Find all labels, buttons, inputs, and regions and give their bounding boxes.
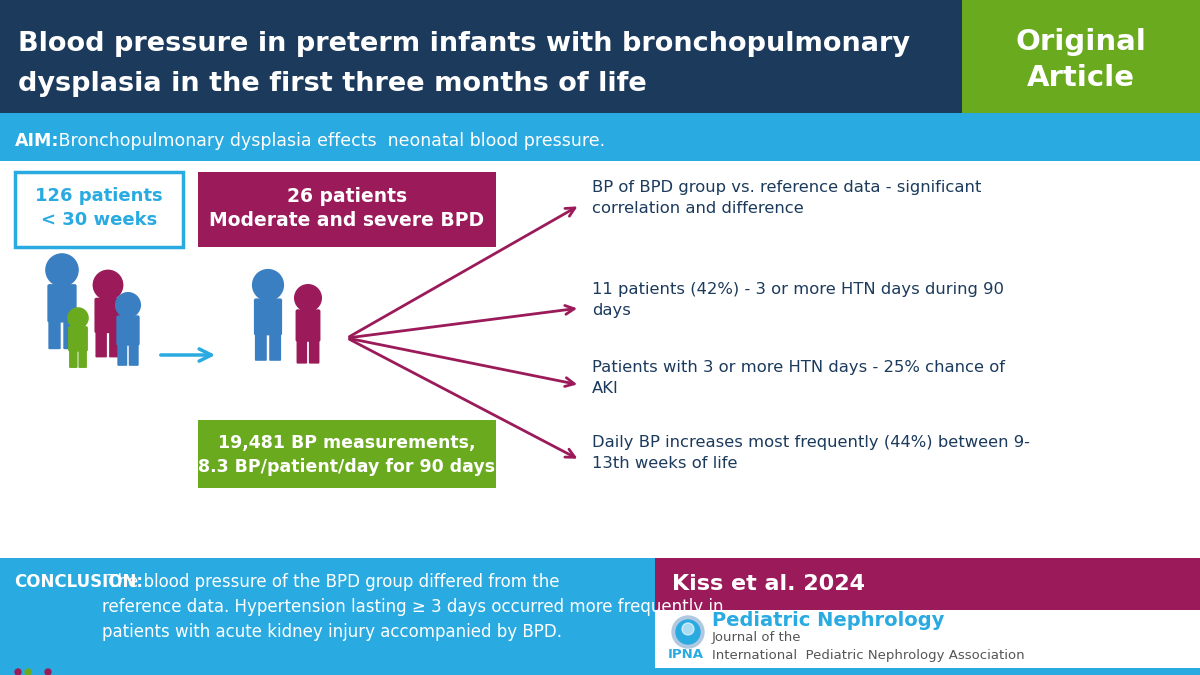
Text: Article: Article (1027, 64, 1135, 92)
Bar (0, 161, 1200, 558)
FancyBboxPatch shape (95, 298, 121, 333)
Bar (0, 113, 1200, 121)
FancyBboxPatch shape (296, 341, 307, 364)
FancyBboxPatch shape (96, 332, 107, 357)
Text: Bronchopulmonary dysplasia effects  neonatal blood pressure.: Bronchopulmonary dysplasia effects neona… (53, 132, 605, 150)
Circle shape (46, 669, 50, 675)
Text: CONCLUSION:: CONCLUSION: (14, 573, 143, 591)
FancyBboxPatch shape (254, 335, 266, 361)
Text: IPNA: IPNA (668, 649, 704, 662)
FancyBboxPatch shape (48, 322, 61, 349)
Bar (0, 668, 1200, 675)
FancyBboxPatch shape (78, 350, 86, 368)
Text: Pediatric Nephrology: Pediatric Nephrology (712, 612, 944, 630)
FancyBboxPatch shape (109, 332, 120, 357)
Circle shape (35, 669, 41, 675)
Circle shape (94, 270, 122, 300)
FancyBboxPatch shape (269, 335, 281, 361)
Circle shape (676, 620, 700, 644)
Text: < 30 weeks: < 30 weeks (41, 211, 157, 229)
Text: The blood pressure of the BPD group differed from the
reference data. Hypertensi: The blood pressure of the BPD group diff… (102, 573, 724, 641)
Text: 19,481 BP measurements,: 19,481 BP measurements, (218, 434, 475, 452)
Circle shape (68, 308, 88, 328)
Bar (655, 558, 1200, 610)
FancyBboxPatch shape (254, 298, 282, 335)
FancyBboxPatch shape (47, 284, 77, 323)
Text: 26 patients: 26 patients (287, 186, 407, 205)
Bar (655, 610, 1200, 670)
Text: Journal of the: Journal of the (712, 632, 802, 645)
Circle shape (682, 623, 694, 635)
Text: dysplasia in the first three months of life: dysplasia in the first three months of l… (18, 71, 647, 97)
Circle shape (14, 669, 22, 675)
Text: 8.3 BP/patient/day for 90 days: 8.3 BP/patient/day for 90 days (198, 458, 496, 476)
Circle shape (46, 254, 78, 286)
Circle shape (672, 616, 704, 648)
Bar (0, 558, 655, 670)
Circle shape (5, 669, 11, 675)
Bar (962, 0, 1200, 115)
FancyBboxPatch shape (295, 309, 320, 342)
FancyBboxPatch shape (70, 350, 78, 368)
Circle shape (115, 293, 140, 317)
Text: Patients with 3 or more HTN days - 25% chance of
AKI: Patients with 3 or more HTN days - 25% c… (592, 360, 1006, 396)
FancyBboxPatch shape (116, 315, 139, 346)
Text: BP of BPD group vs. reference data - significant
correlation and difference: BP of BPD group vs. reference data - sig… (592, 180, 982, 216)
FancyBboxPatch shape (118, 344, 127, 366)
Text: 126 patients: 126 patients (35, 187, 163, 205)
Bar (198, 172, 496, 247)
Text: Daily BP increases most frequently (44%) between 9-
13th weeks of life: Daily BP increases most frequently (44%)… (592, 435, 1030, 470)
Text: 11 patients (42%) - 3 or more HTN days during 90
days: 11 patients (42%) - 3 or more HTN days d… (592, 282, 1004, 318)
Text: AIM:: AIM: (14, 132, 60, 150)
Bar (0, 0, 1200, 115)
FancyBboxPatch shape (128, 344, 139, 366)
Text: International  Pediatric Nephrology Association: International Pediatric Nephrology Assoc… (712, 649, 1025, 662)
Bar (14, 172, 182, 247)
FancyBboxPatch shape (308, 341, 319, 364)
Text: Blood pressure in preterm infants with bronchopulmonary: Blood pressure in preterm infants with b… (18, 31, 910, 57)
Circle shape (25, 669, 31, 675)
Bar (0, 121, 1200, 161)
Text: Kiss et al. 2024: Kiss et al. 2024 (672, 574, 865, 594)
FancyBboxPatch shape (64, 322, 76, 349)
Circle shape (295, 285, 322, 311)
Text: Moderate and severe BPD: Moderate and severe BPD (210, 211, 485, 230)
Text: Original: Original (1015, 28, 1146, 56)
FancyBboxPatch shape (68, 326, 88, 352)
Bar (198, 420, 496, 488)
Circle shape (253, 269, 283, 300)
